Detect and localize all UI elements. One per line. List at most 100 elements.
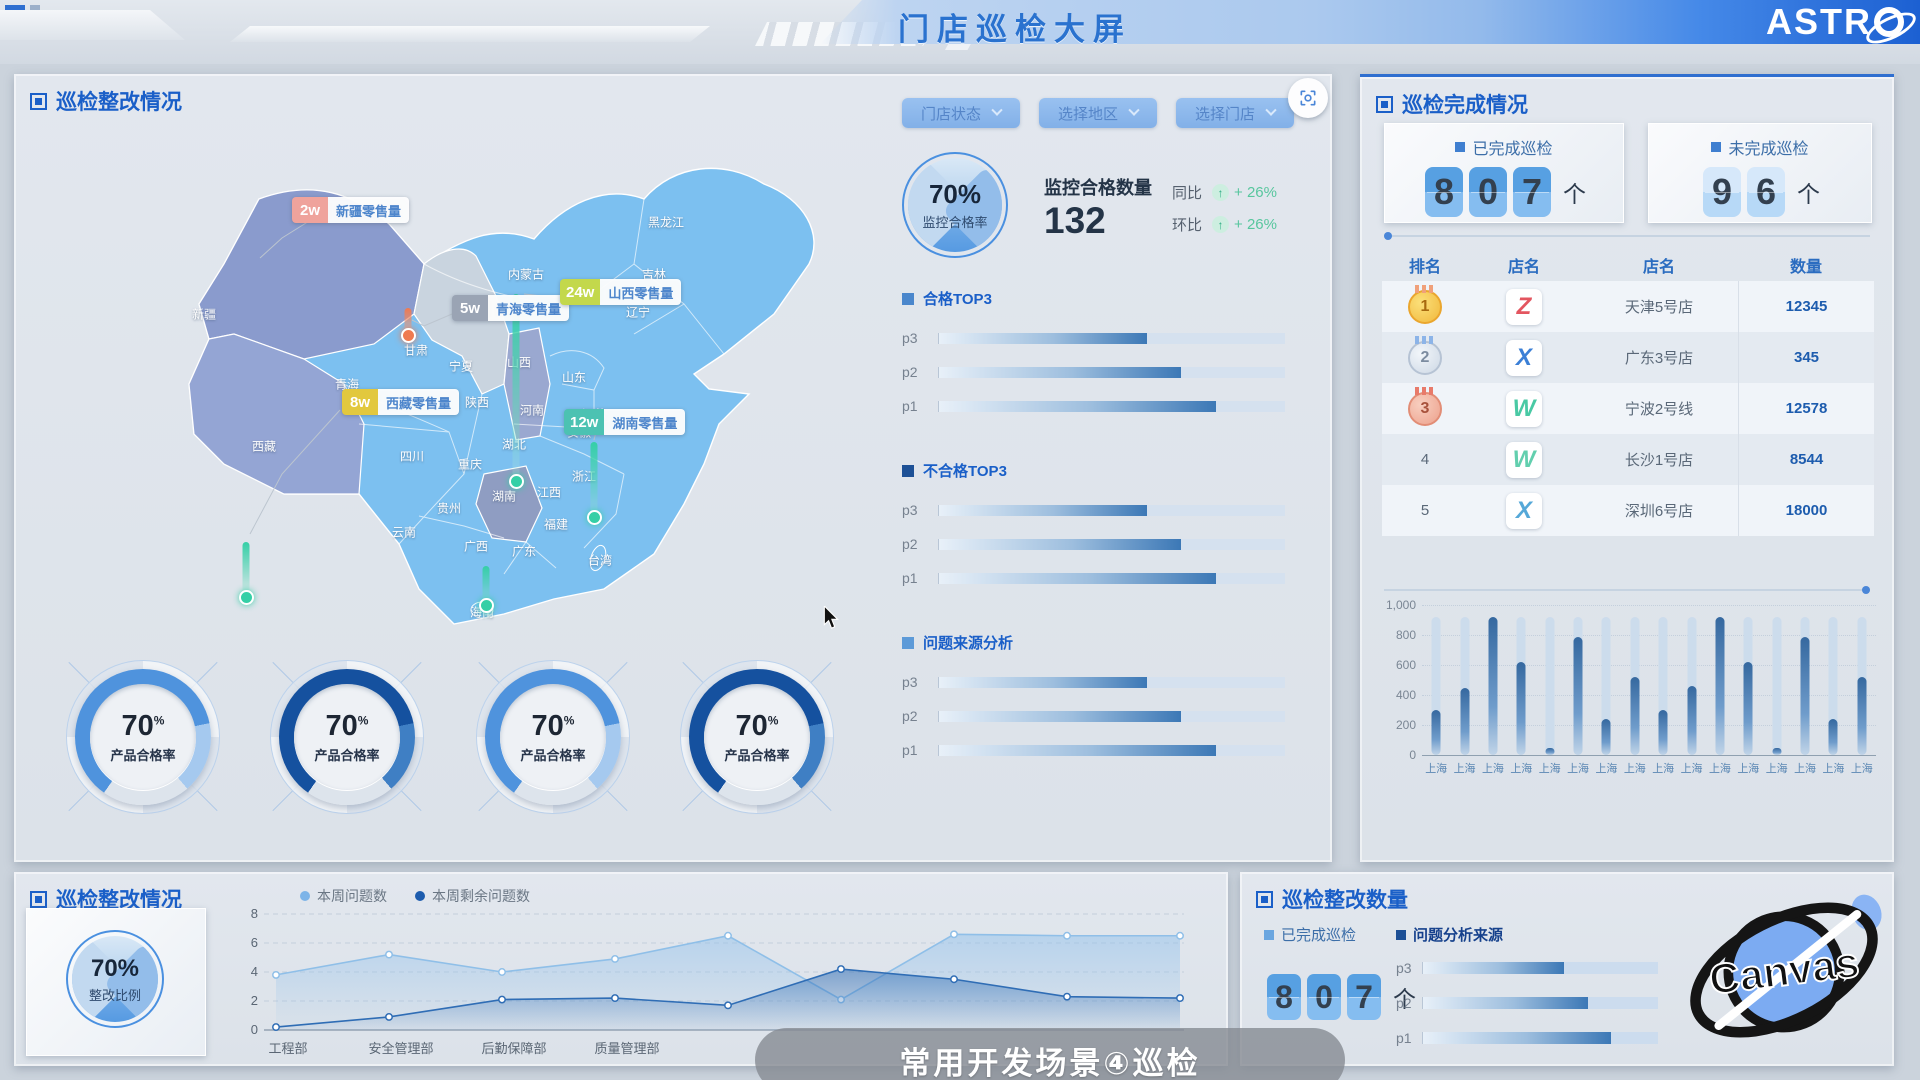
bar-value <box>1658 710 1668 755</box>
filter-dropdown-选择门店[interactable]: 选择门店 <box>1176 98 1294 128</box>
x-axis-label: 后勤保障部 <box>481 1041 547 1056</box>
bar-slots: 上海 上海 上海 上海 上海 上海 上海 上海 上海 上海 上海 上海 上海 上海 上海 上海 <box>1422 605 1876 775</box>
province-label-台湾: 台湾 <box>587 553 613 568</box>
x-axis-label: 上海 <box>1425 763 1448 775</box>
ring-unit: % <box>563 713 575 728</box>
china-map[interactable]: 新疆西藏青海甘肃宁夏陕西内蒙古山西山东河南黑龙江吉林辽宁四川重庆湖北安徽江苏浙江… <box>164 144 904 644</box>
monitor-gauge-value: 70% <box>928 179 982 209</box>
store-name-cell: 广东3号店 <box>1624 350 1694 367</box>
ring-value: 70% <box>121 710 165 742</box>
chevron-down-icon <box>1265 104 1277 116</box>
bar-row-p1: p1 <box>902 389 1332 423</box>
panel-title: 巡检整改情况 <box>30 884 182 914</box>
gold-medal-icon: 1 <box>1408 289 1442 324</box>
data-point <box>1063 931 1071 940</box>
video-caption: 常用开发场景④巡检 <box>755 1028 1345 1080</box>
y-axis-tick: 2 <box>250 993 258 1008</box>
analysis-row-label: p1 <box>1396 1030 1412 1046</box>
bar-slot: 上海 <box>1621 605 1649 775</box>
bronze-medal-icon: 3 <box>1408 391 1442 426</box>
bar-track <box>938 332 1285 344</box>
analysis-track <box>1422 962 1658 974</box>
rectify-ratio-card: 70% 整改比例 <box>26 908 206 1056</box>
table-row-长沙1号店[interactable]: 4 W 长沙1号店 8544 <box>1382 434 1874 485</box>
bar-value <box>1687 686 1697 755</box>
bar-track <box>938 676 1285 688</box>
x-axis-label: 上海 <box>1652 763 1675 775</box>
bar-value <box>1743 662 1753 755</box>
bar-value <box>1772 747 1782 755</box>
slider-dot[interactable] <box>1862 586 1870 594</box>
caption-text: 常用开发场景④巡检 <box>899 1046 1201 1080</box>
store-logo-icon: X <box>1506 339 1542 376</box>
legend-item-本周剩余问题数[interactable]: 本周剩余问题数 <box>415 886 530 906</box>
province-label-甘肃: 甘肃 <box>403 343 429 358</box>
store-name-cell: 长沙1号店 <box>1624 452 1694 469</box>
callout-label: 湖南零售量 <box>604 409 686 435</box>
carousel-slider[interactable] <box>1384 232 1870 240</box>
bar-track <box>1460 617 1470 755</box>
map-callout-湖南零售量: 12w 湖南零售量 <box>564 409 686 435</box>
yoy-value: + 26% <box>1234 184 1277 201</box>
filter-dropdown-门店状态[interactable]: 门店状态 <box>902 98 1020 128</box>
gridline <box>1422 635 1876 636</box>
stat-card-未完成巡检: 未完成巡检 9 6 个 <box>1648 123 1872 223</box>
legend-item-本周问题数[interactable]: 本周问题数 <box>300 886 387 906</box>
table-row-天津5号店[interactable]: 1 Z 天津5号店 12345 <box>1382 281 1874 332</box>
bar-value <box>1488 617 1498 755</box>
filter-bar: 门店状态 选择地区 选择门店 <box>902 98 1294 128</box>
map-pin-marker <box>512 294 520 482</box>
filter-dropdown-选择地区[interactable]: 选择地区 <box>1039 98 1157 128</box>
rank-cell: 4 <box>1420 451 1430 468</box>
astro-logo: ASTR <box>1766 1 1904 42</box>
analysis-track <box>1422 997 1658 1009</box>
bar-slot: 上海 <box>1479 605 1507 775</box>
callout-value: 12w <box>564 409 605 435</box>
data-point <box>498 995 506 1004</box>
carousel-slider[interactable] <box>1384 586 1870 594</box>
panel-title: 巡检整改情况 <box>30 86 182 116</box>
analysis-row-p1: p1 <box>1396 1030 1658 1046</box>
product-pass-ring-2: 70% 产品合格率 <box>262 652 432 822</box>
data-point <box>611 955 619 963</box>
store-logo-cell: W <box>1468 441 1580 478</box>
table-row-广东3号店[interactable]: 2 X 广东3号店 345 <box>1382 332 1874 383</box>
mom-chip: ↑ + 26% <box>1212 216 1277 233</box>
y-axis-tick: 8 <box>250 906 258 921</box>
stat-card-label: 已完成巡检 <box>1384 135 1624 159</box>
x-axis-label: 安全管理部 <box>368 1041 434 1056</box>
x-axis-label: 上海 <box>1567 763 1590 775</box>
province-label-云南: 云南 <box>391 525 417 540</box>
bar-row-p3: p3 <box>902 665 1332 699</box>
slider-dot[interactable] <box>1384 232 1392 240</box>
map-callout-山西零售量: 24w 山西零售量 <box>560 279 682 305</box>
table-row-宁波2号线[interactable]: 3 W 宁波2号线 12578 <box>1382 383 1874 434</box>
x-axis-label: 上海 <box>1595 763 1618 775</box>
ring-label: 产品合格率 <box>314 748 380 763</box>
data-point <box>385 1013 393 1021</box>
panel-title-icon <box>1256 890 1273 908</box>
legend-square-icon <box>902 292 914 305</box>
panel-title-text: 巡检完成情况 <box>1402 94 1528 117</box>
province-label-福建: 福建 <box>543 517 569 532</box>
table-row-深圳6号店[interactable]: 5 X 深圳6号店 18000 <box>1382 485 1874 536</box>
data-point <box>1176 994 1184 1003</box>
panel-title-text: 巡检整改情况 <box>56 91 182 114</box>
canvas-logo: Canvas <box>1678 874 1890 1071</box>
bar-fill <box>939 572 1216 584</box>
screenshot-button[interactable] <box>1288 78 1328 118</box>
bar-fill <box>939 332 1147 344</box>
bar-row-p1: p1 <box>902 733 1332 767</box>
counter-unit: 个 <box>1797 181 1820 207</box>
series-area-本周剩余问题数 <box>276 969 1180 1030</box>
y-axis-tick: 6 <box>250 935 258 950</box>
store-logo-icon: W <box>1506 390 1542 427</box>
province-xizang <box>188 333 365 495</box>
filter-dropdown-label: 门店状态 <box>920 105 981 123</box>
china-map-canvas <box>188 167 815 625</box>
bar-row-p3: p3 <box>902 493 1332 527</box>
stat-card-label-text: 已完成巡检 <box>1472 141 1553 158</box>
bar-value <box>1601 719 1611 755</box>
